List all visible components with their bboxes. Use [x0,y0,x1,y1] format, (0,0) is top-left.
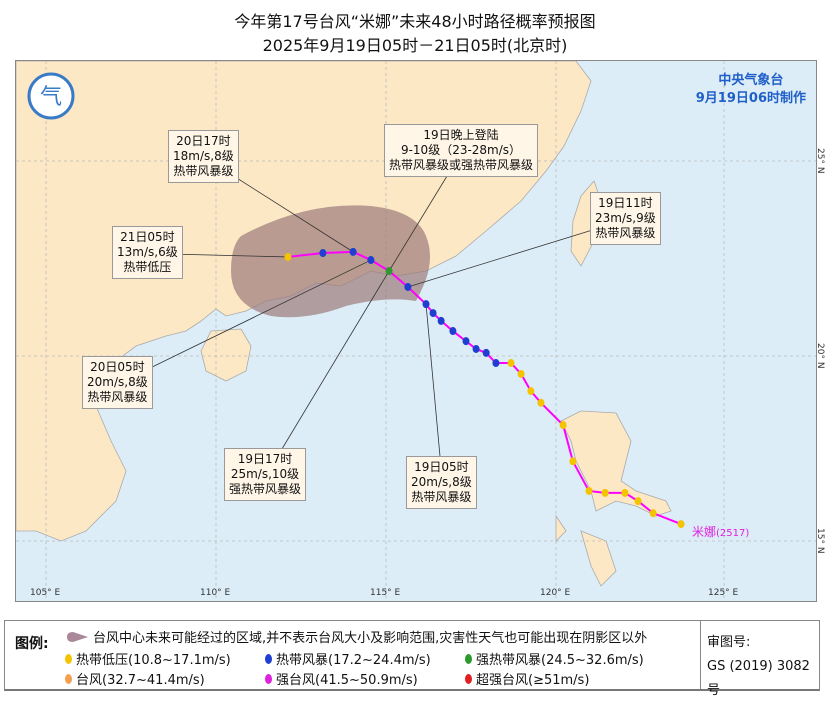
callout-line: 19日17时 [237,452,293,466]
callout-line: 19日05时 [414,460,469,474]
track-point-td [677,520,685,529]
land [16,61,672,587]
track-point-td [517,369,525,378]
callout-line: 热带低压 [123,260,172,274]
track-point-ts [462,337,470,346]
approval-box: 审图号: GS (2019) 3082号 [700,621,818,698]
track-point-ts [482,348,490,357]
lat-label: 15° N [815,528,825,554]
issue-time: 9月19日06时制作 [695,91,806,106]
track-point-ts [437,316,445,325]
track-point-td [284,252,292,261]
map-title: 今年第17号台风“米娜”未来48小时路径概率预报图 [234,12,596,31]
legend-item: 热带风暴(17.2~24.4m/s) [265,649,431,668]
lon-label: 110° E [200,588,231,598]
legend-item: 超强台风(≥51m/s) [465,669,589,688]
callout-line: 13m/s,6级 [117,245,178,259]
callout-20d17h: 20日17时 18m/s,8级 热带风暴级 [168,130,239,183]
legend-item: 强台风(41.5~50.9m/s) [265,669,418,688]
intensity-dot-icon [265,673,272,684]
callout-21d05h: 21日05时 13m/s,6级 热带低压 [112,226,183,279]
callout-line: 热带风暴级 [87,390,148,404]
track-point-td [621,488,629,497]
track-point-ts [429,309,437,318]
svg-text:气: 气 [40,85,62,110]
legend-item: 强热带风暴(24.5~32.6m/s) [465,649,644,668]
track-point-td [569,457,577,466]
issuing-agency: 中央气象台 9月19日06时制作 [696,72,806,108]
callout-line: 热带风暴级 [173,164,234,178]
agency-name: 中央气象台 [718,73,784,88]
callout-landfall: 19日晚上登陆 9-10级（23-28m/s） 热带风暴级或强热带风暴级 [384,124,539,177]
intensity-dot-icon [65,653,72,664]
track-point-td [527,387,535,396]
track-point-td [634,497,642,506]
callout-20d05h: 20日05时 20m/s,8级 热带风暴级 [82,356,153,409]
callout-19d11h: 19日11时 23m/s,9级 热带风暴级 [590,192,661,245]
lon-label: 115° E [370,588,401,598]
callout-line: 9-10级（23-28m/s） [400,143,522,157]
track-point-ts [492,359,500,368]
callout-line: 20m/s,8级 [87,375,148,389]
callout-line: 强热带风暴级 [229,482,302,496]
track-point-ts [422,300,430,309]
lon-label: 120° E [540,588,571,598]
track-point-ts [472,344,480,353]
callout-line: 20日05时 [90,360,145,374]
callout-line: 热带风暴级 [595,226,656,240]
intensity-dot-icon [65,673,72,684]
callout-line: 19日11时 [598,196,653,210]
track-point-ts [319,249,327,258]
map-subtitle: 2025年9月19日05时－21日05时(北京时) [262,36,568,55]
track-point-ts [404,282,412,291]
cone-swatch-icon [67,631,88,642]
callout-line: 18m/s,8级 [173,149,234,163]
lon-label: 125° E [708,588,739,598]
typhoon-track [284,247,685,529]
callout-line: 20m/s,8级 [411,475,472,489]
track-point-td [585,486,593,495]
intensity-dot-icon [465,653,472,664]
track-point-td [537,398,545,407]
graticule [16,61,816,601]
track-point-td [559,421,567,430]
approval-label: 审图号: [707,635,751,650]
lat-label: 20° N [815,343,825,369]
callout-19d17h: 19日17时 25m/s,10级 强热带风暴级 [224,448,307,501]
callout-line: 19日晚上登陆 [423,128,499,142]
track-point-td [507,359,515,368]
lon-label: 105° E [30,588,61,598]
callout-line: 20日17时 [176,134,231,148]
track-point-ts [349,247,357,256]
intensity-dot-icon [465,673,472,684]
track-point-td [649,509,657,518]
legend: 图例: 台风中心未来可能经过的区域,并不表示台风大小及影响范围,灾害性天气也可能… [4,620,820,698]
track-point-sts [385,266,393,275]
lat-label: 25° N [815,148,825,174]
intensity-dot-icon [265,653,272,664]
track-point-ts [367,256,375,265]
track-point-ts [449,327,457,336]
probability-cone [231,205,430,318]
typhoon-name-label: 米娜(2517) [692,525,750,539]
leader-line [118,259,372,384]
legend-item: 热带低压(10.8~17.1m/s) [65,649,231,668]
logo: 气 [27,72,75,120]
leader-line [265,270,390,476]
approval-number: GS (2019) 3082号 [707,659,810,698]
legend-item: 台风(32.7~41.4m/s) [65,669,205,688]
callout-line: 23m/s,9级 [595,211,656,225]
callout-line: 25m/s,10级 [230,467,300,481]
legend-title: 图例: [15,636,49,652]
leader-line [425,304,443,484]
legend-cone: 台风中心未来可能经过的区域,并不表示台风大小及影响范围,灾害性天气也可能出现在阴… [65,627,647,646]
callout-line: 热带风暴级或强热带风暴级 [389,158,534,172]
callout-19d05h: 19日05时 20m/s,8级 热带风暴级 [406,456,477,509]
callout-line: 热带风暴级 [411,490,472,504]
callout-line: 21日05时 [120,230,175,244]
track-point-td [601,488,609,497]
